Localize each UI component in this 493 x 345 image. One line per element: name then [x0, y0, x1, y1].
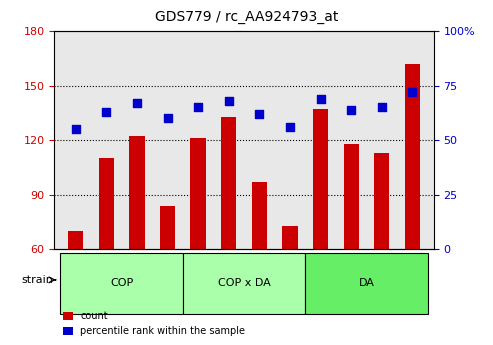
Text: DA: DA [358, 278, 374, 288]
Bar [405, 64, 420, 249]
Point [71, 127, 79, 132]
Bar [374, 153, 389, 249]
Point [225, 98, 233, 104]
FancyBboxPatch shape [60, 253, 183, 314]
Bar [160, 206, 175, 249]
Bar [313, 109, 328, 249]
Bar [282, 226, 298, 249]
Point [409, 89, 417, 95]
Point [286, 124, 294, 130]
Point [317, 96, 324, 101]
Point [133, 100, 141, 106]
Bar [99, 158, 114, 249]
Point [194, 105, 202, 110]
Legend: count, percentile rank within the sample: count, percentile rank within the sample [59, 307, 249, 340]
Text: strain: strain [22, 275, 54, 285]
Bar [190, 138, 206, 249]
Point [164, 116, 172, 121]
FancyBboxPatch shape [183, 253, 305, 314]
Bar [129, 137, 144, 249]
Text: GDS779 / rc_AA924793_at: GDS779 / rc_AA924793_at [155, 10, 338, 24]
Point [378, 105, 386, 110]
FancyBboxPatch shape [305, 253, 428, 314]
Point [103, 109, 110, 115]
Bar [344, 144, 359, 249]
Bar [68, 231, 83, 249]
Text: COP: COP [110, 278, 133, 288]
Bar [252, 182, 267, 249]
Point [347, 107, 355, 112]
Point [255, 111, 263, 117]
Bar [221, 117, 236, 249]
Text: COP x DA: COP x DA [218, 278, 270, 288]
